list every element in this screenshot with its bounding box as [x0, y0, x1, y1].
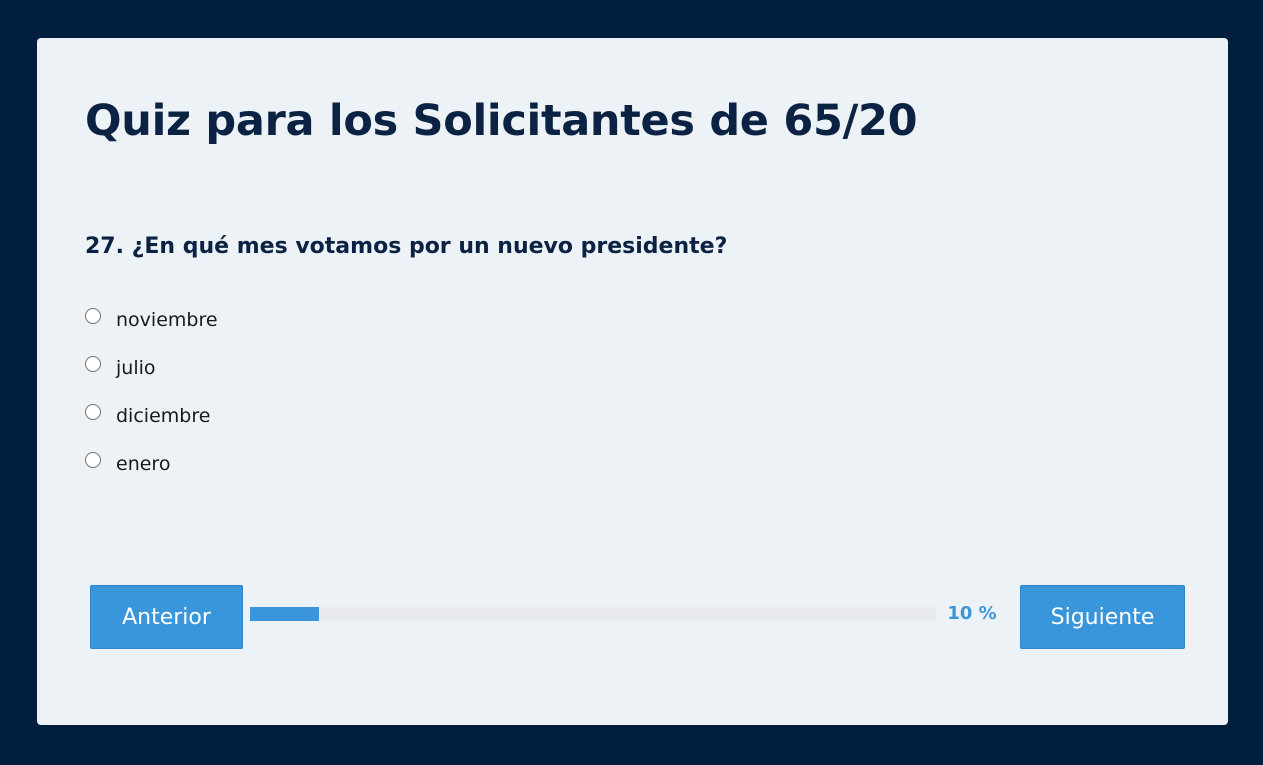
radio-button[interactable]: [85, 356, 101, 372]
question-text: 27. ¿En qué mes votamos por un nuevo pre…: [85, 234, 728, 259]
page-title: Quiz para los Solicitantes de 65/20: [85, 96, 918, 146]
answer-options: noviembre julio diciembre enero: [85, 296, 218, 488]
option-label: enero: [116, 453, 171, 475]
option-diciembre[interactable]: diciembre: [85, 392, 218, 440]
previous-button[interactable]: Anterior: [90, 585, 243, 649]
radio-button[interactable]: [85, 308, 101, 324]
option-noviembre[interactable]: noviembre: [85, 296, 218, 344]
next-button[interactable]: Siguiente: [1020, 585, 1185, 649]
progress-bar: [250, 607, 936, 621]
radio-button[interactable]: [85, 452, 101, 468]
progress-percent: 10 %: [947, 603, 997, 624]
progress-fill: [250, 607, 319, 621]
option-julio[interactable]: julio: [85, 344, 218, 392]
option-label: diciembre: [116, 405, 211, 427]
option-label: noviembre: [116, 309, 218, 331]
option-label: julio: [116, 357, 156, 379]
quiz-card: Quiz para los Solicitantes de 65/20 27. …: [37, 38, 1228, 725]
option-enero[interactable]: enero: [85, 440, 218, 488]
radio-button[interactable]: [85, 404, 101, 420]
